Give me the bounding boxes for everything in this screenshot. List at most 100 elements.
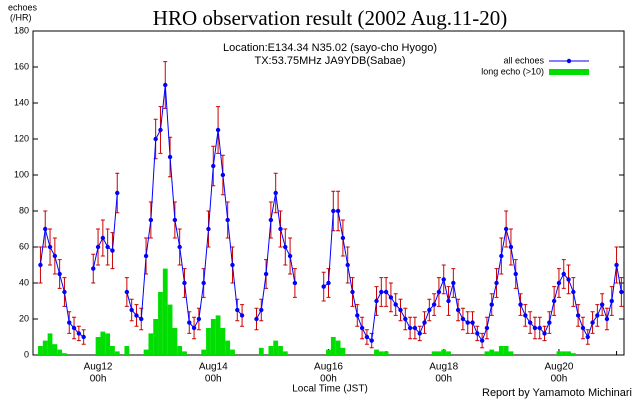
data-point xyxy=(52,253,58,259)
data-point xyxy=(489,302,494,307)
x-axis-label: Local Time (JST) xyxy=(292,384,368,395)
data-point xyxy=(359,325,365,331)
long-echo-bar xyxy=(42,340,48,355)
data-point xyxy=(566,277,571,282)
long-echo-bar xyxy=(177,346,183,355)
data-point xyxy=(172,217,178,223)
long-echo-bar xyxy=(561,351,567,355)
data-point xyxy=(446,298,451,304)
data-point xyxy=(273,190,278,196)
data-point xyxy=(206,226,211,232)
data-point xyxy=(422,320,427,325)
long-echo-bar xyxy=(494,351,499,355)
data-point xyxy=(499,253,504,259)
data-point xyxy=(95,244,101,250)
long-echo-bar xyxy=(258,347,264,355)
data-point xyxy=(532,325,538,331)
x-tick-label: Aug12 xyxy=(84,362,113,373)
data-point xyxy=(57,271,62,277)
y-tick-label: 0 xyxy=(24,349,29,359)
data-point xyxy=(321,284,326,289)
data-point xyxy=(595,313,600,318)
long-echo-bar xyxy=(374,349,379,355)
data-point xyxy=(67,320,72,325)
data-point xyxy=(599,302,605,307)
long-echo-bar xyxy=(215,315,221,355)
long-echo-bar xyxy=(225,340,231,355)
x-tick-sublabel: 00h xyxy=(90,374,107,385)
data-point xyxy=(263,271,269,277)
data-point xyxy=(369,338,374,343)
data-point xyxy=(129,307,134,313)
data-point xyxy=(105,244,110,250)
legend-swatch xyxy=(549,69,589,75)
x-tick-sublabel: 00h xyxy=(320,374,337,385)
long-echo-bar xyxy=(330,337,336,355)
x-tick-label: Aug18 xyxy=(429,362,458,373)
long-echo-bar xyxy=(498,346,504,355)
data-point xyxy=(527,320,533,325)
data-point xyxy=(431,302,437,307)
data-point xyxy=(619,289,624,295)
long-echo-bar xyxy=(570,353,576,355)
data-point xyxy=(124,289,130,295)
data-point xyxy=(580,325,586,331)
y-axis-label: (/HR) xyxy=(10,12,32,22)
data-point xyxy=(604,316,610,322)
data-point xyxy=(239,313,245,318)
data-point xyxy=(196,316,202,322)
long-echo-bar xyxy=(273,340,279,355)
data-point xyxy=(230,262,235,268)
data-point xyxy=(331,208,336,214)
data-point xyxy=(211,163,216,169)
subtitle: Location:E134.34 N35.02 (sayo-cho Hyogo) xyxy=(223,42,437,54)
data-point xyxy=(547,320,552,325)
data-point xyxy=(585,334,590,340)
footer: Report by Yamamoto Michinari xyxy=(482,387,632,399)
data-point xyxy=(225,217,230,223)
data-point xyxy=(412,325,418,331)
long-echo-bar xyxy=(340,347,346,355)
data-point xyxy=(134,313,139,318)
data-point xyxy=(556,280,562,286)
x-tick-sublabel: 00h xyxy=(205,374,222,385)
long-echo-bar xyxy=(47,333,53,355)
data-point xyxy=(364,334,370,340)
data-point xyxy=(38,262,43,268)
data-point xyxy=(508,244,514,250)
data-point xyxy=(455,307,461,313)
long-echo-bar xyxy=(431,351,437,355)
data-point xyxy=(287,253,293,259)
subtitle: TX:53.75MHz JA9YDB(Sabae) xyxy=(254,55,405,67)
x-tick-label: Aug14 xyxy=(199,362,228,373)
data-point xyxy=(182,280,187,286)
data-point xyxy=(187,320,192,325)
data-point xyxy=(609,298,614,304)
long-echo-bar xyxy=(268,346,274,355)
long-echo-bar xyxy=(278,346,283,355)
long-echo-bar xyxy=(436,351,442,355)
long-echo-bar xyxy=(100,331,106,355)
y-tick-label: 20 xyxy=(19,313,29,323)
y-tick-label: 140 xyxy=(14,97,29,107)
data-point xyxy=(350,289,355,295)
data-point xyxy=(398,307,403,313)
long-echo-bar xyxy=(503,346,509,355)
data-point xyxy=(417,331,422,336)
data-point xyxy=(503,226,509,232)
data-point xyxy=(139,316,144,322)
data-point xyxy=(283,244,288,250)
data-point xyxy=(254,316,259,322)
data-point xyxy=(475,331,480,336)
data-point xyxy=(379,289,384,295)
data-point xyxy=(326,280,331,286)
data-point xyxy=(201,280,206,286)
long-echo-bar xyxy=(162,268,168,355)
data-point xyxy=(278,226,283,232)
long-echo-bar xyxy=(62,353,67,355)
data-point xyxy=(268,217,274,223)
data-point xyxy=(460,316,466,322)
data-point xyxy=(441,277,446,282)
data-point xyxy=(345,262,350,268)
